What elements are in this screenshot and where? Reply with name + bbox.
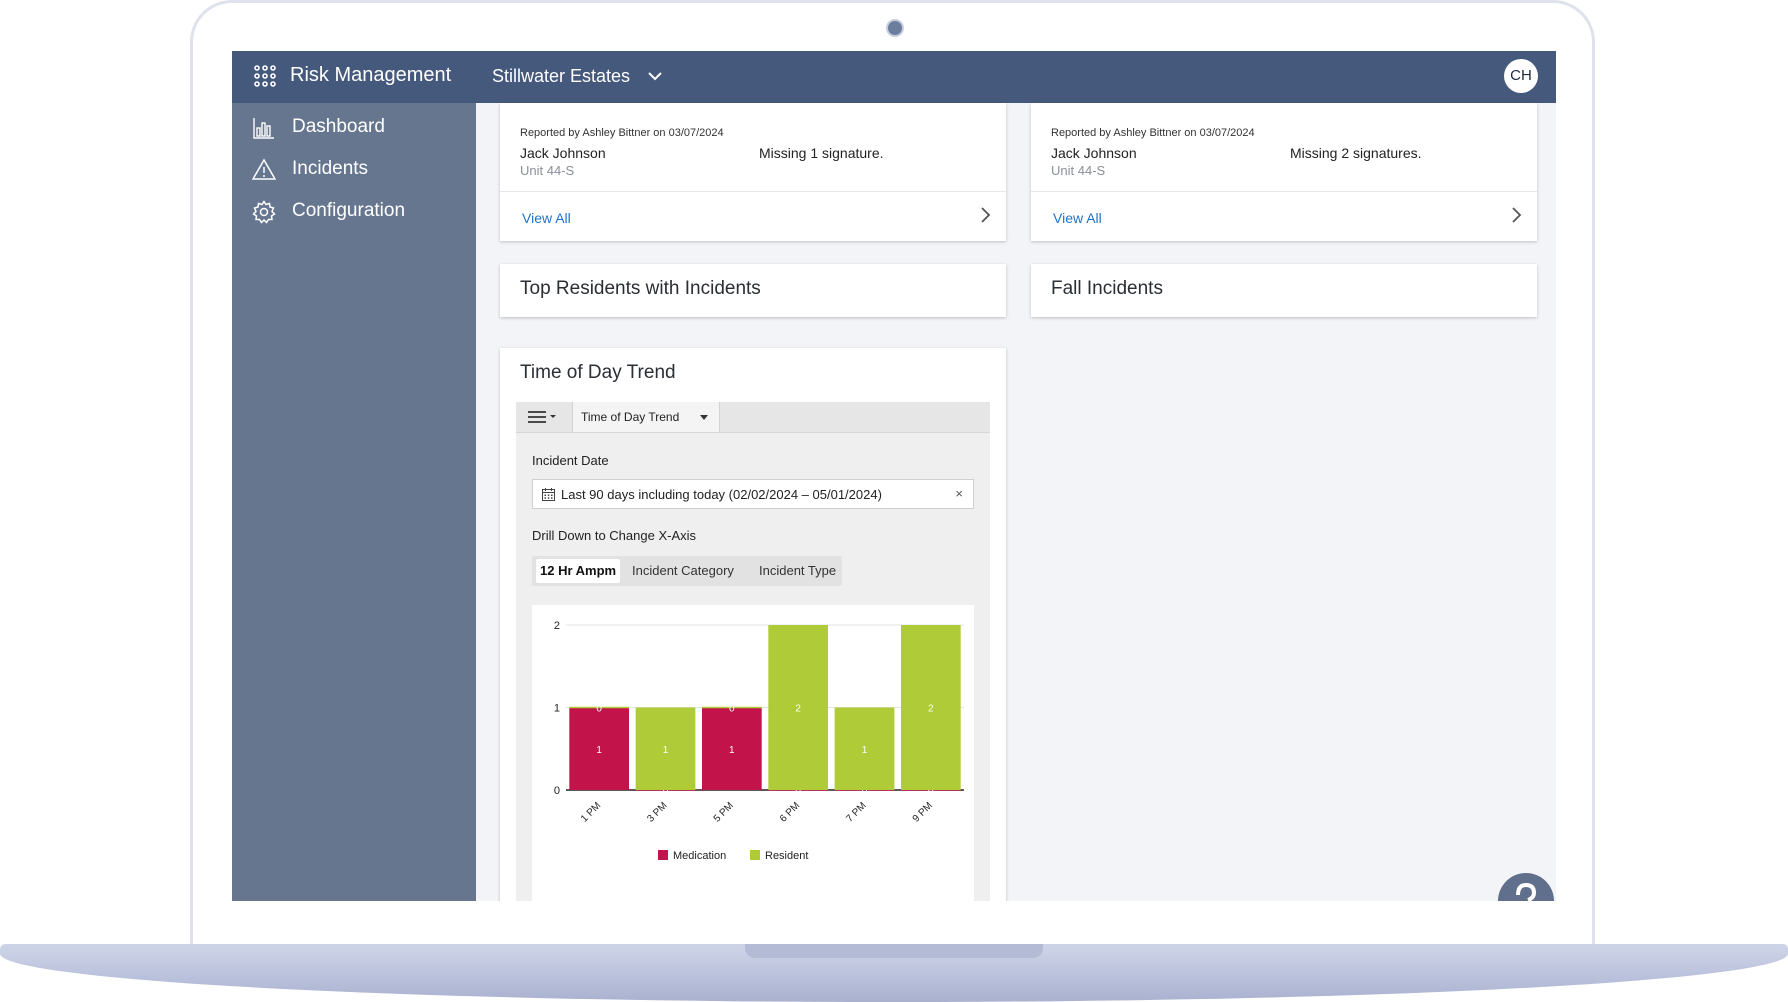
app-title: Risk Management [290, 64, 452, 86]
drill-option-incident-category[interactable]: Incident Category [632, 563, 734, 578]
data-label: 1 [729, 745, 735, 756]
data-label: 0 [663, 786, 669, 797]
sidebar-item-label: Dashboard [292, 116, 385, 137]
sidebar-item-dashboard[interactable]: Dashboard [232, 108, 476, 148]
card-title: Time of Day Trend [520, 362, 676, 383]
sidebar-item-incidents[interactable]: Incidents [232, 150, 476, 190]
legend-label: Resident [765, 850, 808, 862]
x-tick-label: 3 PM [645, 800, 669, 824]
chevron-down-icon[interactable] [646, 69, 664, 83]
data-label: 1 [862, 745, 868, 756]
clear-filter-button[interactable]: × [955, 486, 963, 501]
bar-segment [768, 625, 829, 790]
gear-icon [252, 200, 276, 224]
bar-chart-icon [253, 118, 274, 139]
card-title: Fall Incidents [1051, 278, 1163, 299]
incident-summary-card: Reported by Ashley Bittner on 03/07/2024… [500, 103, 1006, 241]
app-screen: Risk Management Stillwater Estates CH Da… [232, 51, 1556, 901]
legend-swatch [750, 850, 760, 860]
x-tick-label: 6 PM [778, 800, 802, 824]
view-all-link[interactable]: View All [1053, 210, 1102, 226]
tab-time-of-day-trend[interactable]: Time of Day Trend [573, 402, 720, 432]
laptop-base-notch [745, 944, 1043, 958]
data-label: 1 [596, 745, 602, 756]
y-tick-label: 0 [554, 785, 560, 797]
chart-area: 0 1 2 1 0 1 PM 0 1 3 PM 1 0 5 PM 0 2 6 PM 0 1 7 PM 0 2 9 PM M… [532, 605, 974, 901]
top-bar: Risk Management Stillwater Estates CH [232, 51, 1556, 103]
x-tick-label: 7 PM [844, 800, 868, 824]
tab-label: Time of Day Trend [581, 410, 680, 424]
data-label: 0 [795, 786, 801, 797]
date-range-value: Last 90 days including today (02/02/2024… [561, 487, 882, 502]
bar-segment [900, 625, 961, 790]
resident-name[interactable]: Jack Johnson [520, 145, 606, 161]
top-residents-card: Top Residents with Incidents [500, 264, 1006, 317]
drill-option-12-hr-ampm[interactable]: 12 Hr Ampm [536, 559, 621, 583]
warning-icon [252, 158, 276, 180]
data-label: 1 [663, 745, 669, 756]
help-button[interactable] [1498, 873, 1554, 901]
camera-icon [886, 19, 904, 37]
resident-unit: Unit 44-S [1051, 163, 1106, 178]
x-tick-label: 5 PM [712, 800, 736, 824]
caret-down-icon [700, 415, 708, 420]
view-all-link[interactable]: View All [522, 210, 571, 226]
data-label: 0 [596, 704, 602, 715]
incident-date-filter[interactable]: Last 90 days including today (02/02/2024… [532, 479, 974, 509]
hamburger-menu-icon [528, 411, 556, 423]
missing-signature-text: Missing 1 signature. [759, 145, 884, 161]
widget-menu-button[interactable] [516, 402, 573, 432]
embedded-report-widget: Time of Day Trend Incident Date [516, 402, 990, 901]
incident-date-label: Incident Date [532, 453, 609, 468]
chevron-right-icon[interactable] [978, 205, 992, 225]
user-avatar[interactable]: CH [1504, 59, 1538, 93]
data-label: 2 [795, 704, 801, 715]
incident-summary-card: Reported by Ashley Bittner on 03/07/2024… [1031, 103, 1537, 241]
drill-option-incident-type[interactable]: Incident Type [759, 563, 837, 578]
data-label: 0 [862, 786, 868, 797]
sidebar: Dashboard Incidents Configuration [232, 103, 476, 901]
calendar-icon [542, 488, 555, 501]
bar-segment [834, 707, 895, 790]
y-tick-label: 2 [554, 620, 560, 632]
data-label: 0 [729, 704, 735, 715]
reported-by-text: Reported by Ashley Bittner on 03/07/2024 [1051, 127, 1255, 139]
bar-segment [701, 707, 762, 790]
legend-swatch [658, 850, 668, 860]
bar-segment [635, 707, 696, 790]
divider [1031, 191, 1537, 192]
sidebar-item-configuration[interactable]: Configuration [232, 192, 476, 232]
stacked-bar-chart: 0 1 2 1 0 1 PM 0 1 3 PM 1 0 5 PM 0 2 6 PM 0 1 7 PM 0 2 9 PM M… [554, 620, 964, 862]
sidebar-item-label: Configuration [292, 200, 406, 221]
y-tick-label: 1 [554, 703, 560, 715]
reported-by-text: Reported by Ashley Bittner on 03/07/2024 [520, 127, 724, 139]
x-tick-label: 1 PM [579, 800, 603, 824]
facility-selector[interactable]: Stillwater Estates [492, 66, 631, 86]
drill-down-selector: 12 Hr Ampm Incident Category Incident Ty… [532, 556, 842, 586]
fall-incidents-card: Fall Incidents [1031, 264, 1537, 317]
legend-label: Medication [673, 850, 726, 862]
resident-unit: Unit 44-S [520, 163, 575, 178]
time-of-day-trend-card: Time of Day Trend Time of Day Trend [500, 348, 1006, 901]
bar-segment [569, 707, 630, 790]
resident-name[interactable]: Jack Johnson [1051, 145, 1137, 161]
divider [500, 191, 1006, 192]
widget-toolbar: Time of Day Trend [516, 402, 990, 433]
sidebar-item-label: Incidents [292, 158, 369, 179]
missing-signature-text: Missing 2 signatures. [1290, 145, 1422, 161]
drill-down-label: Drill Down to Change X-Axis [532, 528, 697, 543]
apps-grid-icon[interactable] [254, 65, 276, 87]
data-label: 0 [928, 786, 934, 797]
data-label: 2 [928, 704, 934, 715]
question-icon [1516, 882, 1537, 901]
card-title: Top Residents with Incidents [520, 278, 761, 299]
chevron-right-icon[interactable] [1509, 205, 1523, 225]
x-tick-label: 9 PM [911, 800, 935, 824]
